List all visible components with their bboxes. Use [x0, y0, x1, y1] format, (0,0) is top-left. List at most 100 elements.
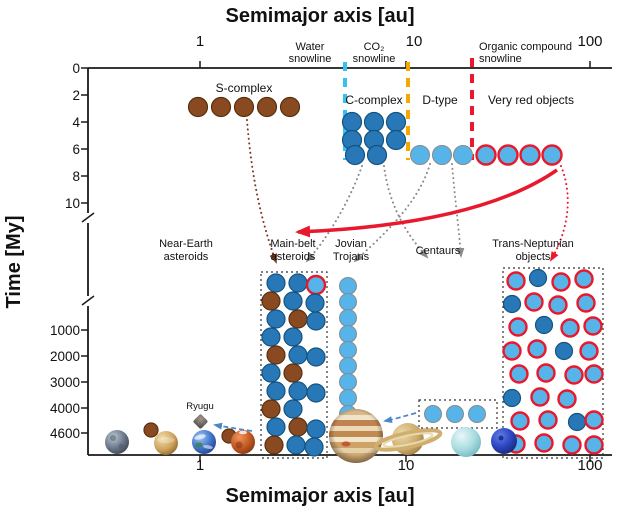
- top-tick-label-100: 100: [577, 33, 602, 50]
- mars-image: [231, 430, 255, 454]
- main-belt-object: [283, 327, 303, 347]
- mars-dark-region: [235, 441, 243, 449]
- tno-object: [528, 268, 548, 288]
- uranus-body: [451, 427, 481, 457]
- organic-snowline-label-1: Organic compound: [479, 41, 572, 53]
- main-belt-box: [260, 271, 328, 459]
- s-row-object: [233, 96, 255, 118]
- centaurs-label: Centaurs: [416, 245, 461, 257]
- mars-polar-cap: [239, 430, 247, 435]
- axis-break-slash: [81, 295, 95, 306]
- venus-image: [154, 431, 178, 455]
- water-snowline-label-2: snowline: [289, 53, 332, 65]
- main-belt-object: [266, 273, 286, 293]
- bottom-tick-label-100: 100: [577, 457, 602, 474]
- venus-cloud-band: [157, 437, 175, 443]
- tno-object: [551, 272, 571, 292]
- jupiter-image: [329, 409, 383, 463]
- very-red-objects: [475, 144, 563, 166]
- co2-snowline-label-1: CO₂: [364, 41, 385, 53]
- tno-object: [502, 341, 522, 361]
- trojans-object: [339, 389, 357, 407]
- saturn-ring: [373, 428, 443, 452]
- s-row-object: [256, 96, 278, 118]
- top-tick-label-1: 1: [196, 33, 204, 50]
- tno-object: [560, 318, 580, 338]
- tno-object: [527, 339, 547, 359]
- centaurs-object: [446, 405, 464, 423]
- near-earth-label-2: asteroids: [164, 251, 209, 263]
- d-type-label: D-type: [422, 93, 458, 107]
- main-belt-objects: [261, 273, 327, 457]
- tno-object: [506, 271, 526, 291]
- main-belt-object: [306, 311, 326, 331]
- tno-box: [502, 267, 604, 459]
- trojans-object: [339, 373, 357, 391]
- tno-object: [510, 411, 530, 431]
- d-row-object: [410, 145, 430, 165]
- main-belt-object: [261, 363, 281, 383]
- main-belt-object: [261, 327, 281, 347]
- mercury-crater: [118, 443, 124, 449]
- c-complex-to-centaurs-arrow: [383, 165, 429, 259]
- labels: Semimajor axis [au] Semimajor axis [au] …: [3, 5, 603, 507]
- trojans-object: [339, 325, 357, 343]
- vr-row-object: [475, 144, 497, 166]
- trojans-object: [339, 357, 357, 375]
- planet-row: [105, 409, 517, 463]
- c-complex-objects: [341, 111, 407, 166]
- tno-object: [509, 364, 529, 384]
- trojans-label-2: Trojans: [333, 251, 370, 263]
- c-cluster-object: [385, 111, 407, 133]
- centaurs-object: [424, 405, 442, 423]
- snowlines: [343, 58, 474, 160]
- tno-object: [584, 410, 604, 430]
- vr-row-object: [497, 144, 519, 166]
- main-belt-object: [304, 437, 324, 457]
- s-complex-label: S-complex: [216, 81, 273, 95]
- tno-object: [584, 435, 604, 455]
- axis-break-slash: [81, 212, 95, 223]
- c-cluster-object: [385, 129, 407, 151]
- mercury-image: [105, 430, 129, 454]
- tno-object: [579, 341, 599, 361]
- s-complex-objects: [187, 96, 301, 118]
- main-belt-label-1: Main-belt: [270, 238, 315, 250]
- trojans-object: [339, 341, 357, 359]
- bottom-tick-label-1: 1: [196, 457, 204, 474]
- main-belt-object: [266, 381, 286, 401]
- centaurs-box: [418, 399, 498, 429]
- main-belt-label-2: asteroids: [271, 251, 316, 263]
- time-label-4000: 4000: [50, 401, 80, 416]
- tno-object: [502, 388, 522, 408]
- earth-cloud: [194, 434, 206, 440]
- c-complex-label: C-complex: [345, 93, 402, 107]
- jupiter-shading: [329, 409, 383, 463]
- tno-object: [564, 365, 584, 385]
- main-belt-object: [288, 381, 308, 401]
- ryugu-body: [193, 414, 208, 429]
- time-label-4: 4: [72, 115, 80, 130]
- d-type-objects: [410, 145, 473, 165]
- tno-object: [557, 389, 577, 409]
- tno-object: [583, 316, 603, 336]
- time-label-3000: 3000: [50, 375, 80, 390]
- main-belt-object: [288, 273, 308, 293]
- time-label-4600: 4600: [50, 426, 80, 441]
- saturn-image: [373, 423, 443, 456]
- co2-snowline-label-2: snowline: [353, 53, 396, 65]
- earth-land: [195, 442, 203, 448]
- time-label-2000: 2000: [50, 349, 80, 364]
- trans-neptunian-objects: [502, 268, 604, 455]
- tno-object: [567, 412, 587, 432]
- tno-object: [534, 315, 554, 335]
- tno-label-2: objects: [516, 251, 551, 263]
- uranus-image: [451, 427, 481, 457]
- vr-row-object: [541, 144, 563, 166]
- jovian-trojan-objects: [339, 277, 357, 423]
- trojans-object: [339, 293, 357, 311]
- top-tick-label-10: 10: [406, 33, 423, 50]
- tno-object: [534, 433, 554, 453]
- y-axis-title: Time [My]: [3, 216, 25, 309]
